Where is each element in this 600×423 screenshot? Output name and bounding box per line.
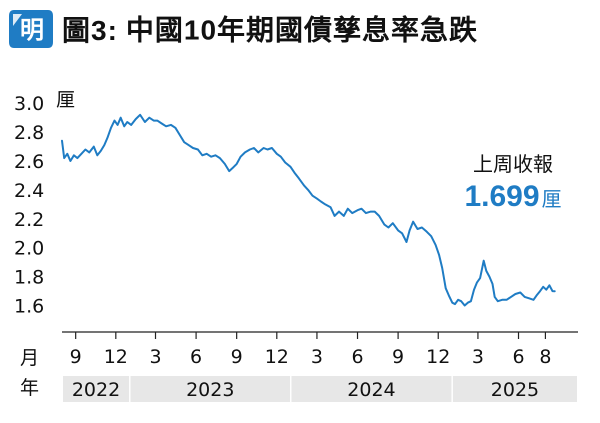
year-label: 2024: [347, 379, 395, 401]
y-tick-label: 2.2: [14, 209, 44, 231]
series-layer: [61, 113, 556, 307]
logo-bubble-shape: [9, 10, 53, 48]
chart-title: 圖3: 中國10年期國債孳息率急跌: [62, 6, 478, 52]
logo-accent-shape: [13, 14, 22, 26]
y-tick-label: 2.0: [14, 238, 44, 260]
year-band: [452, 376, 577, 402]
x-axis: 9 12 3 6 9 12 3 6 9 12 3 6 8: [62, 331, 578, 368]
x-tick-label: 8: [539, 346, 551, 368]
figure-label: 圖3:: [62, 14, 118, 46]
annotation-value-row: 1.699 厘: [438, 180, 588, 214]
x-tick-label: 9: [392, 346, 404, 368]
logo-glyph: 明: [20, 16, 44, 44]
x-tick-label: 6: [512, 346, 524, 368]
y-tick-label: 3.0: [14, 93, 44, 115]
year-label: 2025: [491, 379, 539, 401]
x-year-label: 年: [20, 377, 39, 399]
x-tick-label: 3: [472, 346, 484, 368]
logo-badge: 明: [9, 10, 53, 48]
annotation-label: 上周收報: [473, 154, 553, 176]
x-tick-label: 12: [265, 346, 289, 368]
y-tick-label: 2.6: [14, 151, 44, 173]
latest-close-annotation: 上周收報 1.699 厘: [438, 152, 588, 214]
annotation-unit: 厘: [541, 189, 562, 211]
year-band: [63, 376, 130, 402]
y-axis: 3.0 2.8 2.6 2.4 2.2 2.0 1.8 1.6: [14, 93, 44, 317]
x-tick-label: 9: [70, 346, 82, 368]
year-label: 2023: [186, 379, 234, 401]
y-tick-label: 2.8: [14, 122, 44, 144]
y-tick-label: 1.6: [14, 296, 44, 318]
y-tick-label: 2.4: [14, 180, 44, 202]
x-tick-label: 6: [190, 346, 202, 368]
x-tick-label: 3: [149, 346, 161, 368]
year-bands: 2022 2023 2024 2025: [63, 376, 577, 402]
title-text: 中國10年期國債孳息率急跌: [125, 14, 479, 46]
year-band: [291, 376, 452, 402]
year-label: 2022: [72, 379, 120, 401]
yield-series-line: [61, 113, 556, 307]
y-tick-label: 1.8: [14, 267, 44, 289]
x-tick-label: 3: [311, 346, 323, 368]
year-band: [130, 376, 291, 402]
x-tick-label: 6: [351, 346, 363, 368]
x-month-label: 月: [20, 347, 39, 369]
x-tick-label: 12: [104, 346, 128, 368]
x-tick-label: 12: [426, 346, 450, 368]
annotation-value: 1.699: [464, 180, 540, 213]
y-unit-label: 厘: [56, 89, 75, 111]
x-tick-label: 9: [231, 346, 243, 368]
